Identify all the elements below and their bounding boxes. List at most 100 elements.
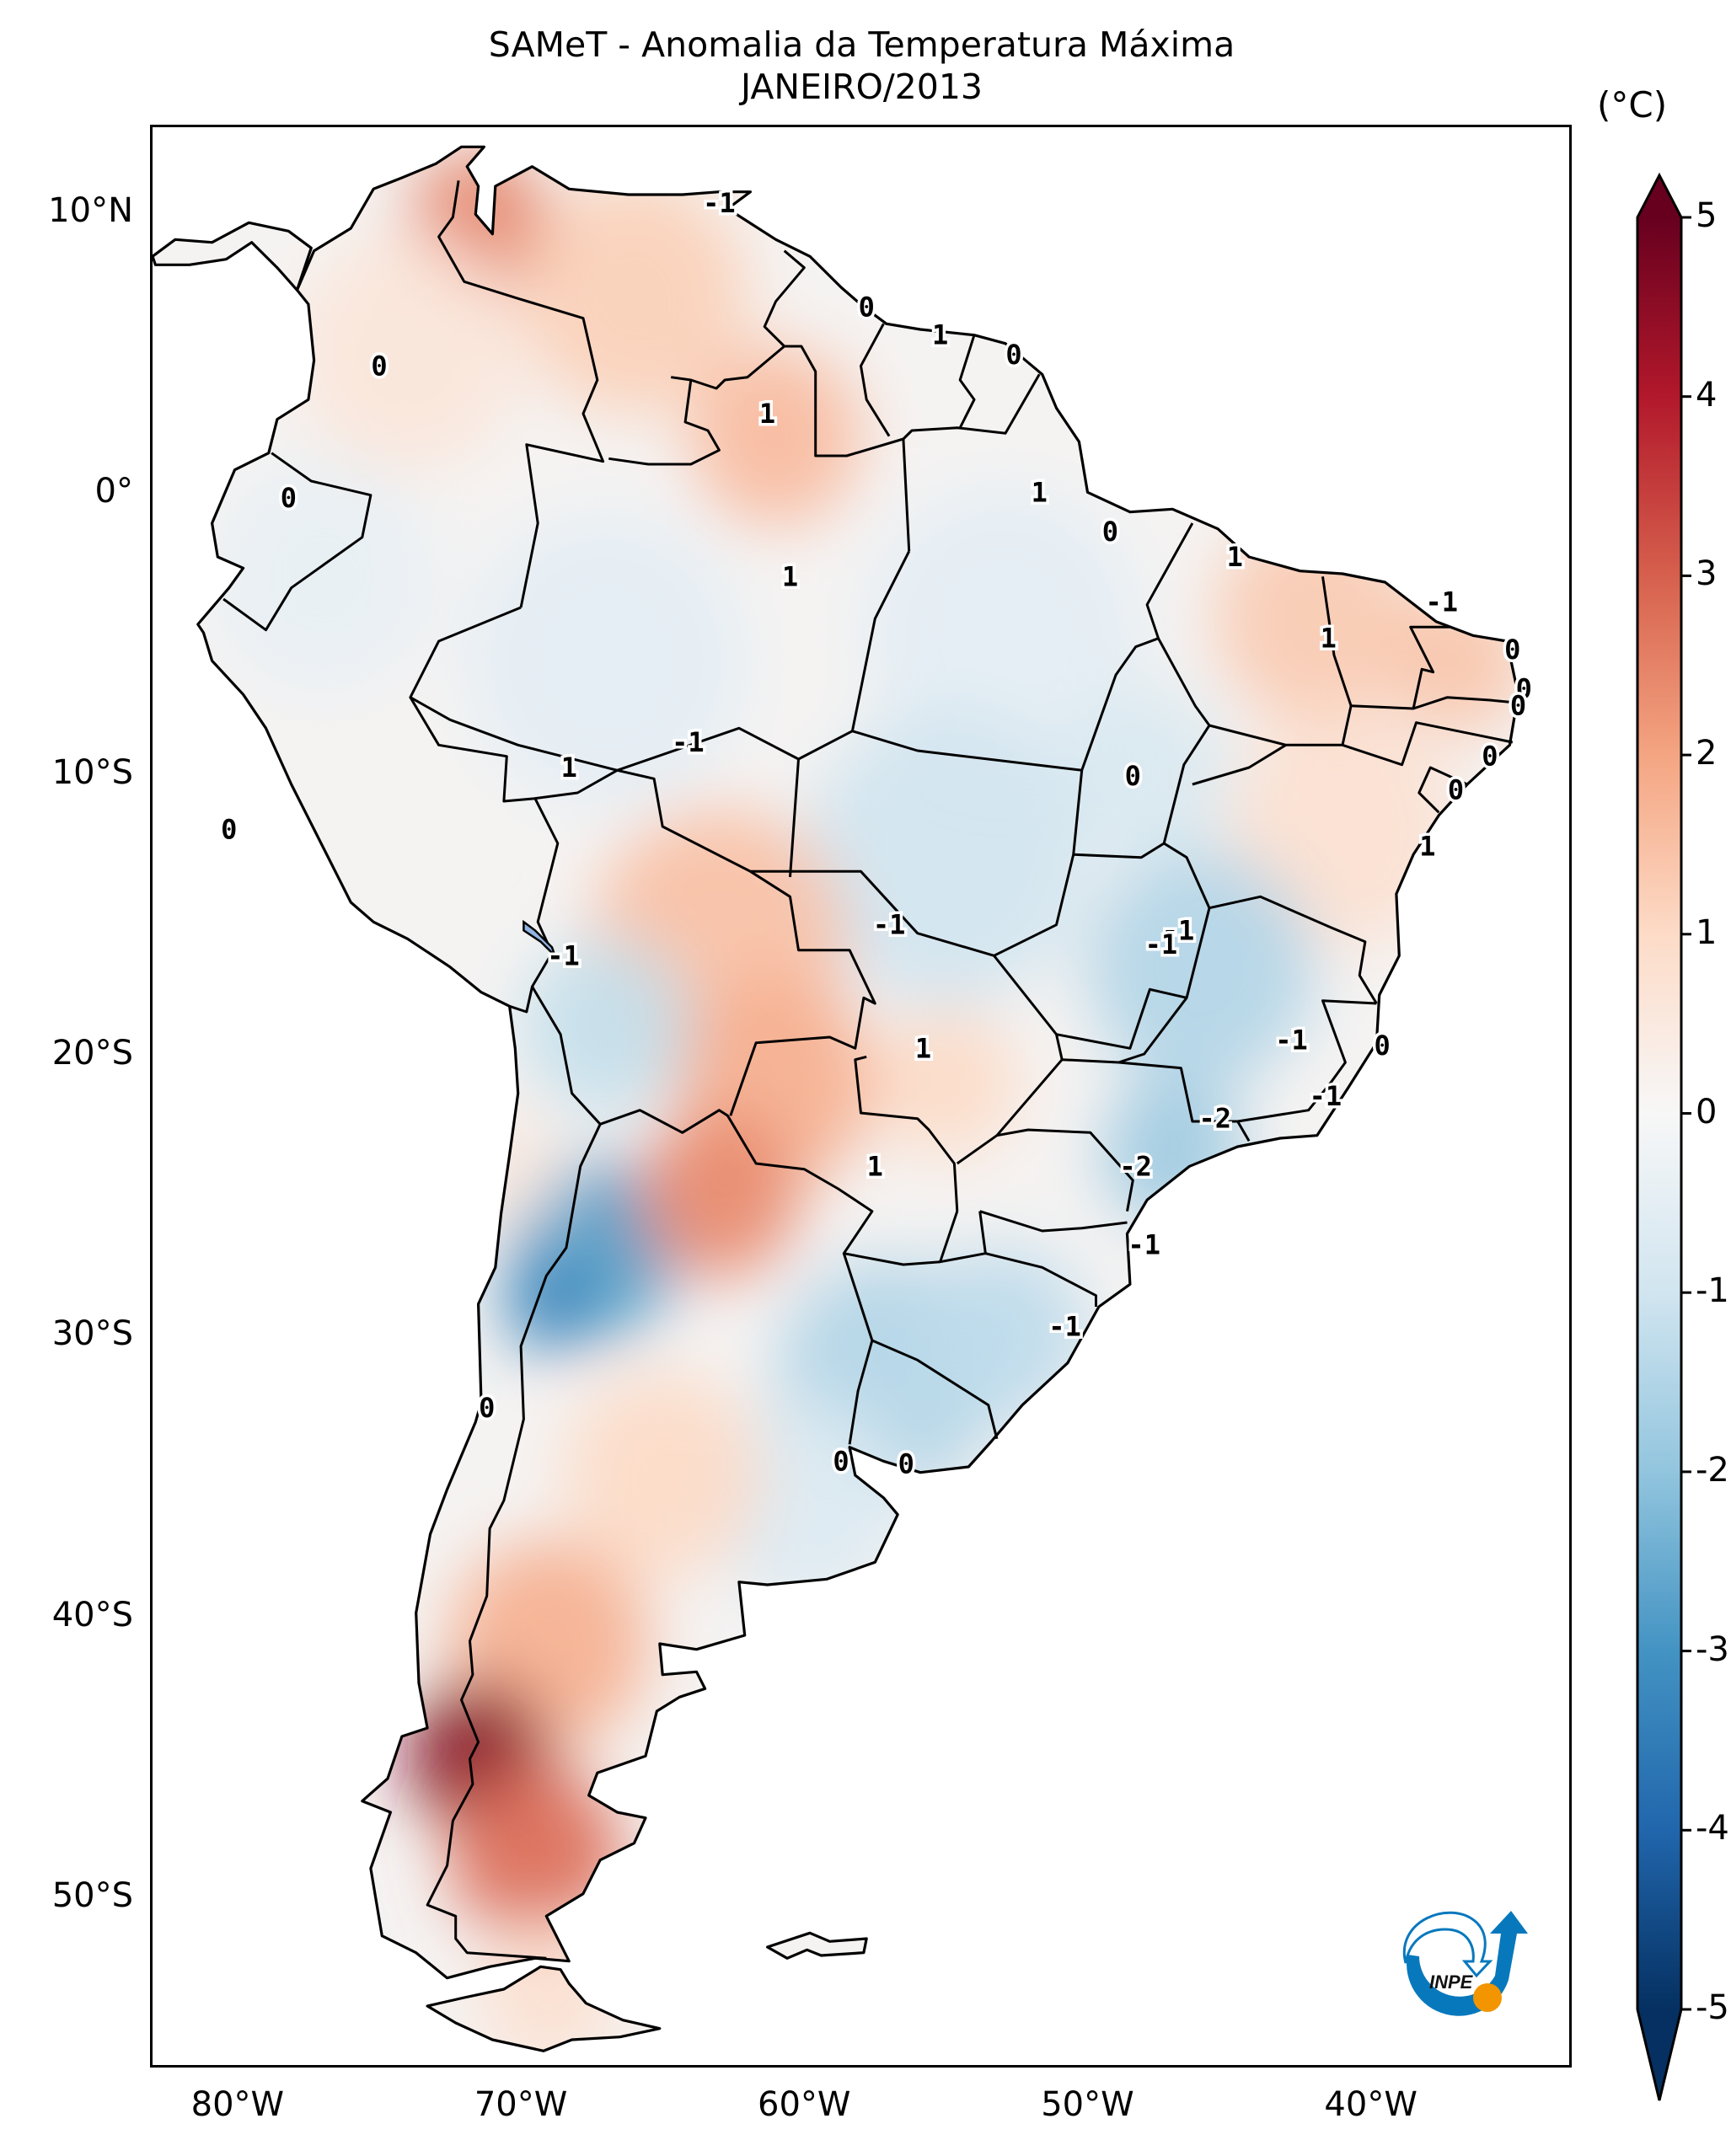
border-line xyxy=(670,345,785,390)
contour-label: 1 xyxy=(782,560,798,592)
border-line xyxy=(222,452,372,632)
contour-label: 0 xyxy=(898,1448,914,1480)
coastline-falklands xyxy=(766,1931,868,1960)
colorbar-tick-label: 4 xyxy=(1696,375,1718,415)
anomaly-region xyxy=(294,233,522,471)
border-line xyxy=(979,1210,1128,1233)
contour-label: 1 xyxy=(561,752,577,784)
contour-label: 1 xyxy=(759,398,775,430)
contour-label: 0 xyxy=(1448,774,1464,806)
border-line xyxy=(958,334,976,429)
contour-label: -1 xyxy=(547,939,580,971)
lat-tick-label: 50°S xyxy=(51,1876,133,1915)
contour-label: 0 xyxy=(1516,673,1532,705)
anomaly-region xyxy=(1058,683,1230,863)
contour-label: 0 xyxy=(833,1445,849,1477)
border-line xyxy=(1062,997,1188,1064)
lon-tick-label: 70°W xyxy=(474,2085,568,2124)
contour-label: -2 xyxy=(1198,1103,1231,1135)
lat-tick-label: 20°S xyxy=(51,1034,133,1073)
lat-tick-label: 10°N xyxy=(48,191,133,230)
border-line xyxy=(534,768,876,1116)
anomaly-region xyxy=(804,709,1088,1007)
logo-text: INPE xyxy=(1429,1971,1474,1993)
contour-label: 1 xyxy=(1032,476,1048,508)
lon-tick-label: 50°W xyxy=(1041,2085,1134,2124)
anomaly-region xyxy=(917,1245,1088,1425)
contour-label: -1 xyxy=(1310,1080,1342,1112)
lon-tick-label: 60°W xyxy=(758,2085,851,2124)
map-panel: -1 0 1 0 1 0 0 1 0 1 1 -1 1 0 0 0 0 0 -1 1 0 0 1 -1 -1 -1 -1 -1 0 1 -2… xyxy=(150,125,1572,2068)
coastline-tierra-del-fuego xyxy=(426,1965,662,2052)
border-line xyxy=(851,730,1082,772)
contour-label: 0 xyxy=(281,482,297,514)
colorbar-tick-label: -4 xyxy=(1696,1809,1729,1848)
anomaly-region xyxy=(640,1110,799,1278)
colorbar-extend-min xyxy=(1637,2009,1681,2100)
anomaly-region xyxy=(563,1371,762,1580)
border-line xyxy=(850,550,911,731)
border-line xyxy=(1208,895,1378,1004)
coastline-panama xyxy=(153,221,313,292)
contour-label: 1 xyxy=(932,319,948,351)
title-line-2: JANEIRO/2013 xyxy=(741,67,983,107)
anomaly-region xyxy=(450,1765,620,1944)
contour-label: 1 xyxy=(1419,830,1435,862)
lat-tick-label: 0° xyxy=(94,472,133,511)
contour-label: -1 xyxy=(1145,928,1178,960)
contour-label: 0 xyxy=(1504,634,1520,666)
colorbar-tick-label: -5 xyxy=(1696,1988,1729,2027)
lake-titicaca xyxy=(523,919,556,957)
border-line xyxy=(1118,1061,1251,1142)
logo-sun-icon xyxy=(1473,1983,1502,2012)
border-line xyxy=(902,438,911,552)
contour-label: 0 xyxy=(1374,1030,1390,1062)
colorbar-tick-label: 3 xyxy=(1696,554,1718,594)
border-line xyxy=(750,637,1160,957)
contour-label: 0 xyxy=(859,291,875,323)
map-title: SAMeT - Anomalia da Temperatura Máxima J… xyxy=(152,24,1572,108)
colorbar-gradient xyxy=(1637,217,1681,2009)
contour-label: -1 xyxy=(1162,914,1195,946)
border-line xyxy=(608,379,721,466)
border-line xyxy=(940,1211,987,1264)
border-line xyxy=(426,986,602,1960)
contour-label: 0 xyxy=(1482,741,1498,773)
contour-label: 0 xyxy=(1102,516,1118,548)
anomaly-region xyxy=(506,1262,592,1351)
border-line xyxy=(848,1340,874,1445)
contour-label: -1 xyxy=(873,909,906,941)
colorbar-tick-label: -2 xyxy=(1696,1450,1729,1490)
anomaly-region xyxy=(1087,850,1315,1089)
lat-tick-label: 30°S xyxy=(51,1314,133,1354)
anomaly-region xyxy=(464,511,748,810)
border-line xyxy=(996,1128,1134,1212)
anomaly-region xyxy=(860,484,1144,782)
contour-label: 1 xyxy=(867,1150,883,1182)
contour-label: 0 xyxy=(1005,339,1021,371)
contour-label: -1 xyxy=(703,187,736,219)
border-line xyxy=(599,1109,959,1266)
country-borders xyxy=(153,145,1520,2052)
anomaly-field xyxy=(153,147,1519,2052)
contour-label: -1 xyxy=(672,726,705,758)
contour-label: 0 xyxy=(1125,760,1141,792)
border-line xyxy=(763,249,1041,457)
colorbar xyxy=(1636,172,1691,2101)
contour-label: -1 xyxy=(1048,1310,1081,1342)
contour-label: -1 xyxy=(1275,1024,1308,1056)
colorbar-unit-label: (°C) xyxy=(1597,84,1668,126)
anomaly-region xyxy=(875,1008,1017,1157)
anomaly-region xyxy=(478,1920,620,2052)
inpe-logo: INPE xyxy=(1402,1911,1528,2016)
border-line xyxy=(1192,744,1287,786)
contour-label: -2 xyxy=(1119,1150,1152,1182)
anomaly-region xyxy=(1214,514,1414,723)
colorbar-tick-label: 1 xyxy=(1696,912,1718,952)
contour-label: -1 xyxy=(1425,586,1458,618)
border-line xyxy=(789,758,800,878)
anomaly-region xyxy=(521,936,691,1115)
border-line xyxy=(1145,522,1211,844)
anomaly-region xyxy=(209,457,437,696)
